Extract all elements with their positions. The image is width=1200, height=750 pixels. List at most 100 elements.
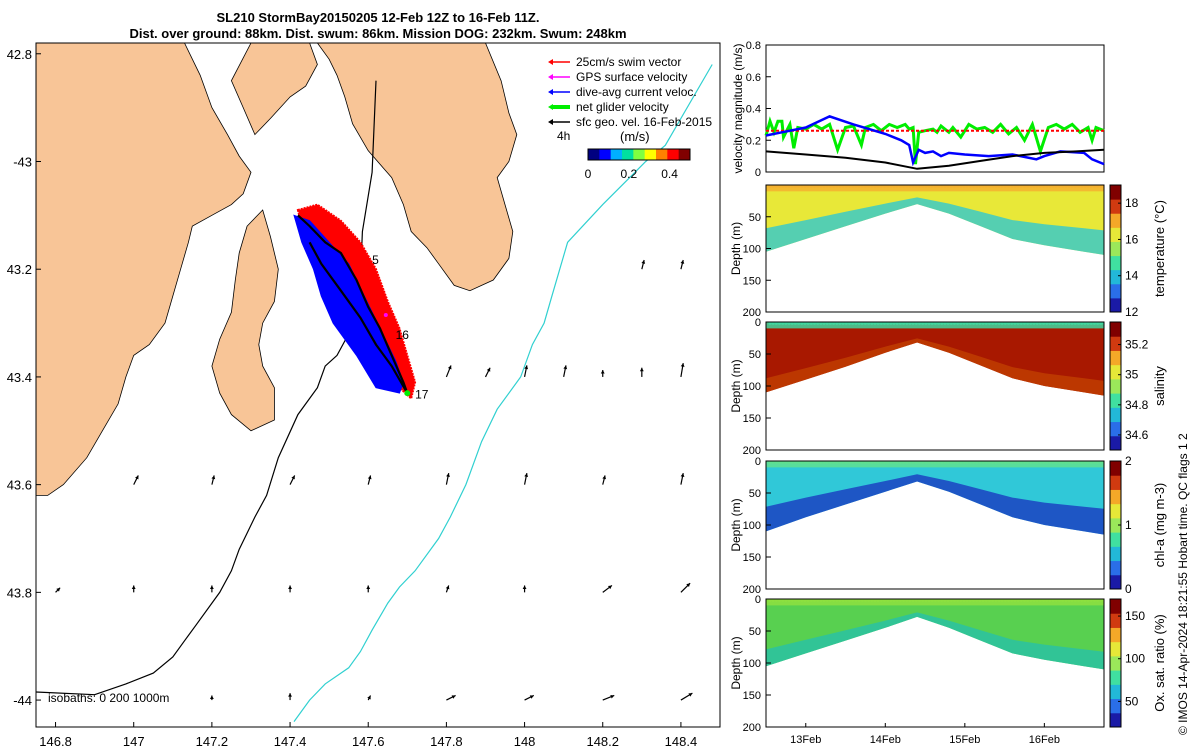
chl-profile-dot — [857, 461, 861, 464]
temp-cbar-tick-label: 18 — [1125, 196, 1139, 210]
ox-profile-dot — [1099, 599, 1103, 602]
ox-profile-dot — [777, 599, 782, 602]
temp-profile-dot — [844, 185, 848, 188]
ox-profile-dot — [774, 599, 778, 602]
colorbar-segment — [667, 149, 680, 160]
current-vector — [211, 475, 216, 485]
chl-profile-dot — [860, 461, 864, 464]
temp-profile-dot — [1026, 185, 1030, 188]
temp-profile-dot — [825, 185, 829, 188]
temp-colorbar-segment — [1110, 227, 1121, 242]
land-bruny-island — [211, 209, 279, 432]
chl-colorbar-segment — [1110, 489, 1121, 505]
ox-colorbar-segment — [1110, 599, 1121, 614]
sal-profile-dot — [892, 322, 896, 325]
sal-profile-dot — [857, 322, 861, 325]
temp-profile-dot — [1099, 185, 1103, 188]
vector-head — [680, 473, 685, 477]
ox-profile-dot — [835, 599, 839, 602]
sal-panel: 0 50 100 150 200 Depth (m) 34.6 34.8 35 35.2salin… — [729, 317, 1167, 457]
temp-profile-dot — [847, 185, 852, 188]
ox-profile-dot — [816, 599, 820, 602]
sal-profile-dot — [1061, 322, 1065, 325]
sal-colorbar-segment — [1110, 393, 1121, 408]
chl-profile-dot — [1038, 461, 1042, 464]
temp-profile-dot — [898, 185, 903, 188]
vector-head — [131, 585, 136, 589]
sal-profile-dot — [1099, 322, 1103, 325]
ox-profile-dot — [797, 599, 801, 602]
sal-profile-dot — [1032, 322, 1036, 325]
ox-x-tick-label: 16Feb — [1029, 734, 1060, 746]
temp-profile-dot — [1073, 185, 1077, 188]
chl-colorbar-segment — [1110, 532, 1121, 547]
ox-profile-dot — [844, 599, 848, 602]
temp-deep-band — [766, 197, 1104, 255]
current-vector — [366, 585, 371, 593]
vector-head — [288, 585, 292, 589]
vector-head — [524, 365, 529, 370]
ox-profile-dot — [959, 599, 963, 602]
sal-y-tick-label: 100 — [743, 381, 761, 393]
chl-profile-dot — [1073, 461, 1077, 464]
chl-profile-dot — [886, 461, 890, 464]
temp-cbar-tick-label: 12 — [1125, 305, 1139, 319]
vector-head — [211, 475, 216, 480]
chl-profile-dot — [1064, 461, 1068, 464]
temp-profile-dot — [1048, 185, 1052, 188]
temp-profile-dot — [1070, 185, 1074, 188]
temp-profile-dot — [1051, 185, 1055, 188]
ox-profile-dot — [905, 599, 909, 602]
chl-profile-dot — [771, 461, 775, 464]
chl-profile-dot — [1057, 461, 1062, 464]
velocity-series-line — [765, 148, 1105, 170]
temp-profile-dot — [1013, 185, 1017, 188]
temp-profile-dot — [1061, 185, 1065, 188]
temp-profile-dot — [857, 185, 861, 188]
map-layers: 5 16 17 — [36, 43, 713, 722]
ox-profile-dot — [841, 599, 845, 602]
ox-profile-dot — [1013, 599, 1017, 602]
temp-colorbar-segment — [1110, 199, 1121, 214]
ox-profile-dot — [1083, 599, 1087, 602]
gps-velocity-marker — [383, 312, 388, 317]
temp-profile-dot — [1054, 185, 1058, 188]
ox-profile-dot — [917, 599, 922, 602]
vector-head — [445, 585, 450, 590]
chl-profile-dot — [882, 461, 887, 464]
ox-profile-dot — [1026, 599, 1030, 602]
sal-profile-dot — [870, 322, 874, 325]
current-vector — [680, 582, 691, 593]
sal-profile-dot — [1016, 322, 1020, 325]
temp-y-tick-label: 200 — [743, 307, 761, 319]
chl-profile-dot — [800, 461, 804, 464]
chl-profile-dot — [876, 461, 880, 464]
temp-profile-dot — [921, 185, 925, 188]
ox-profile-dot — [838, 599, 842, 602]
ox-colorbar-segment — [1110, 670, 1121, 685]
ox-panel: 0 50 100 150 200 Depth (m) 50 100 150 Ox. sat. ra… — [729, 594, 1167, 746]
chl-profile-dot — [901, 461, 906, 464]
ox-y-tick-label: 100 — [743, 658, 761, 670]
chl-profile-dot — [978, 461, 982, 464]
temp-profile-dot — [781, 185, 785, 188]
vector-head — [524, 473, 529, 477]
sal-profile-dot — [914, 322, 918, 325]
temp-profile-dot — [991, 185, 995, 188]
sal-profile-dot — [1064, 322, 1068, 325]
sal-profile-dot — [917, 322, 922, 325]
temp-profile-dot — [975, 185, 979, 188]
isobath-legend: isobaths: 0 200 1000m — [48, 691, 169, 705]
chl-profile-dot — [866, 461, 871, 464]
sal-profile-dot — [835, 322, 839, 325]
sal-colorbar-segment — [1110, 364, 1121, 380]
ox-profile-dot — [1019, 599, 1023, 602]
current-vector — [288, 585, 292, 593]
temp-profile-dot — [933, 185, 937, 188]
temp-y-tick-label: 50 — [749, 212, 761, 224]
temp-profile-dot — [835, 185, 839, 188]
temp-profile-dot — [889, 185, 893, 188]
chl-profile-dot — [1080, 461, 1084, 464]
ox-profile-dot — [1092, 599, 1097, 602]
chl-profile-dot — [1003, 461, 1007, 464]
